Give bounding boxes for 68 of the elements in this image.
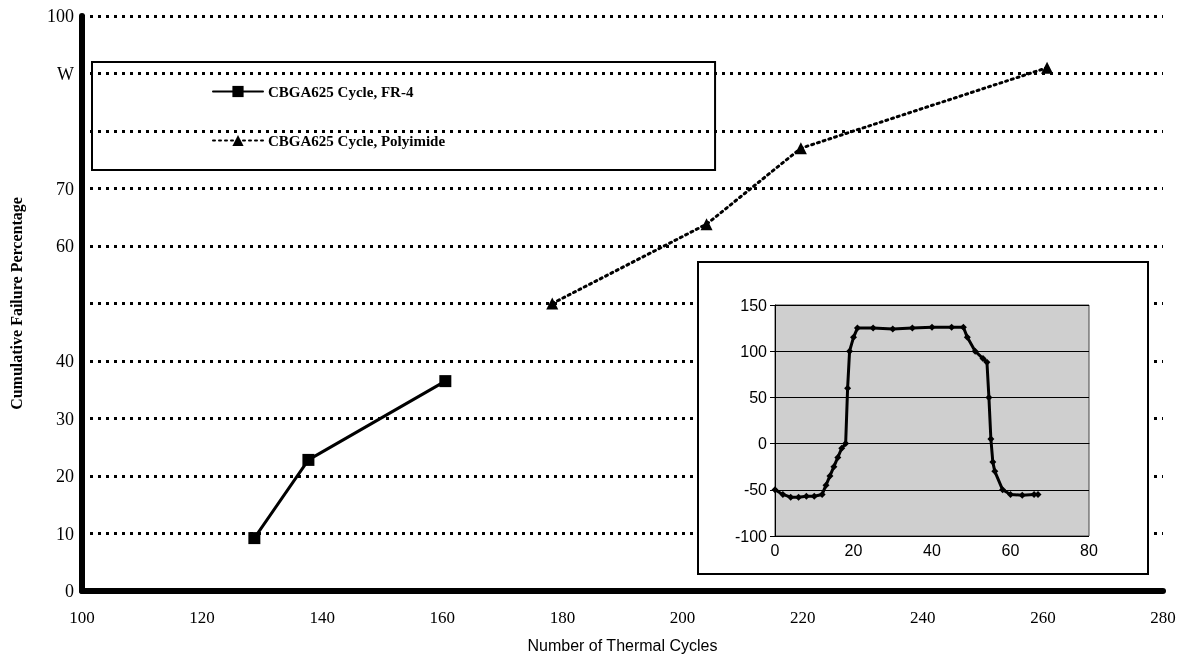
point xyxy=(928,323,936,331)
x-tick-label: 40 xyxy=(923,541,941,559)
y-tick-label: 100 xyxy=(47,6,74,26)
x-tick-label: 80 xyxy=(1080,541,1098,559)
point xyxy=(838,444,846,452)
legend-label: CBGA625 Cycle, FR-4 xyxy=(268,83,414,100)
x-tick-label: 160 xyxy=(429,608,456,627)
y-tick-label: 0 xyxy=(758,435,768,453)
x-tick-label: 200 xyxy=(669,608,696,627)
y-tick-label: 50 xyxy=(749,388,768,406)
y-tick-label: -100 xyxy=(734,527,768,545)
x-tick-label: 0 xyxy=(770,541,780,559)
point xyxy=(991,467,999,475)
x-tick-label: 260 xyxy=(1030,608,1056,627)
legend-label: CBGA625 Cycle, Polyimide xyxy=(268,132,446,149)
point xyxy=(1041,61,1054,74)
point xyxy=(989,458,997,466)
point xyxy=(834,453,842,461)
point xyxy=(844,384,852,392)
y-tick-label: 10 xyxy=(56,523,74,544)
y-tick-label: 70 xyxy=(56,178,74,199)
point xyxy=(700,218,713,231)
point xyxy=(822,481,830,489)
y-tick-label: 100 xyxy=(740,342,768,360)
point xyxy=(826,472,834,480)
x-tick-label: 60 xyxy=(1001,541,1020,559)
point xyxy=(794,142,807,155)
point xyxy=(802,492,810,500)
point xyxy=(439,375,452,388)
x-tick-label: 140 xyxy=(309,608,335,627)
point xyxy=(987,435,995,443)
y-tick-label: 150 xyxy=(740,296,768,314)
x-tick-label: 240 xyxy=(910,608,936,627)
point xyxy=(842,440,850,448)
y-tick-label: 60 xyxy=(56,236,74,256)
y-tick-label: W xyxy=(57,63,74,84)
point xyxy=(979,355,987,363)
y-tick-label: 0 xyxy=(65,581,74,601)
y-tick-label: 40 xyxy=(56,351,74,371)
point xyxy=(302,453,315,466)
point xyxy=(810,492,818,500)
point xyxy=(830,463,838,471)
point xyxy=(869,324,877,332)
point xyxy=(546,297,559,310)
point xyxy=(999,486,1007,494)
point xyxy=(248,532,261,545)
x-axis-title: Number of Thermal Cycles xyxy=(527,636,718,654)
point xyxy=(1018,491,1026,499)
point xyxy=(963,333,971,341)
y-tick-label: 30 xyxy=(56,408,74,429)
y-tick-label: 20 xyxy=(56,466,74,486)
point xyxy=(983,358,991,366)
x-tick-label: 20 xyxy=(844,541,863,559)
x-tick-label: 220 xyxy=(789,608,816,627)
point xyxy=(818,490,826,498)
x-tick-label: 120 xyxy=(189,608,215,627)
point xyxy=(850,333,857,341)
x-tick-label: 280 xyxy=(1150,608,1176,627)
point xyxy=(779,490,787,498)
y-axis-title: Cumulative Failure Percentage xyxy=(7,197,26,410)
point xyxy=(795,493,803,501)
x-tick-label: 100 xyxy=(69,608,95,627)
x-tick-label: 180 xyxy=(549,608,576,627)
y-tick-label: -50 xyxy=(743,481,768,499)
point xyxy=(1007,490,1014,498)
point xyxy=(971,347,979,355)
point xyxy=(846,347,854,355)
point xyxy=(853,324,861,332)
